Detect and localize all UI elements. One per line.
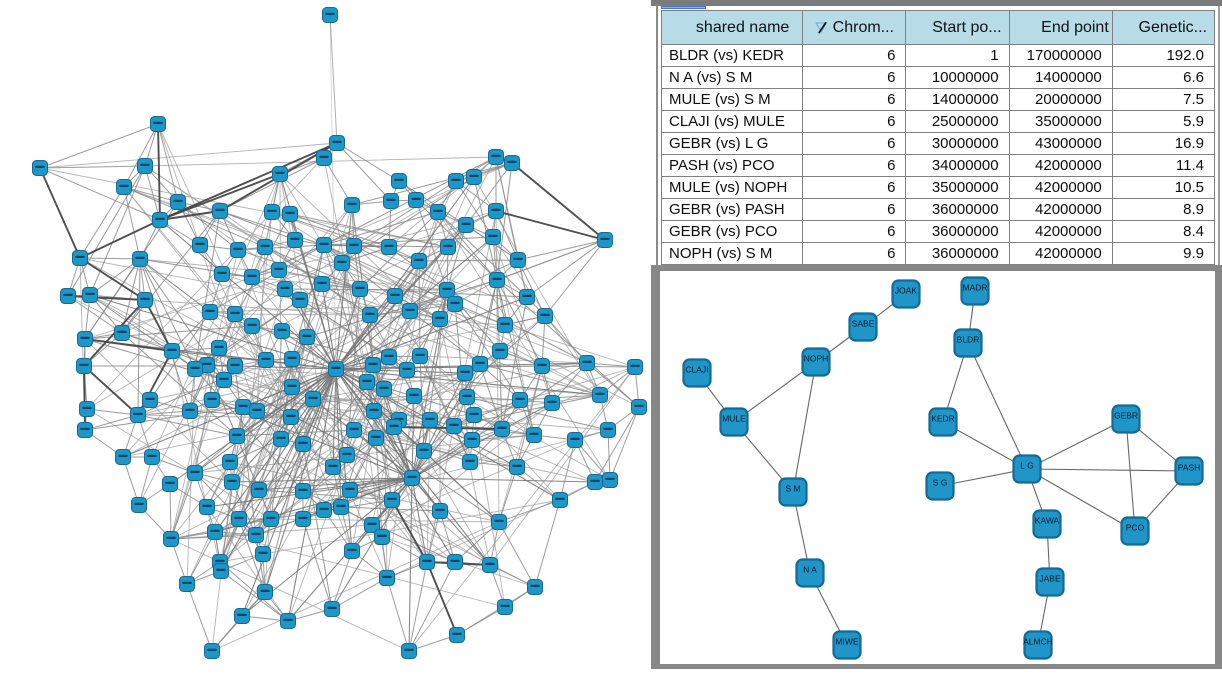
svg-text:L G: L G — [1020, 461, 1033, 471]
svg-text:N A: N A — [803, 565, 817, 575]
svg-text:KAWA: KAWA — [1035, 516, 1060, 526]
svg-text:PCO: PCO — [1126, 523, 1145, 533]
svg-text:SABE: SABE — [852, 319, 875, 329]
svg-text:KEDR: KEDR — [931, 414, 955, 424]
svg-text:NOPH: NOPH — [804, 354, 829, 364]
svg-text:MULE: MULE — [722, 414, 746, 424]
svg-text:GEBR: GEBR — [1114, 411, 1138, 421]
svg-text:BLDR: BLDR — [957, 335, 980, 345]
svg-text:MIWE: MIWE — [835, 637, 858, 647]
svg-text:JOAK: JOAK — [895, 286, 918, 296]
svg-text:S G: S G — [933, 478, 948, 488]
svg-text:JABE: JABE — [1039, 574, 1061, 584]
svg-text:MADR: MADR — [962, 283, 987, 293]
svg-text:ALMCH: ALMCH — [1023, 637, 1053, 647]
svg-text:CLAJI: CLAJI — [685, 365, 708, 375]
svg-text:S M: S M — [785, 484, 800, 494]
svg-text:PASH: PASH — [1178, 463, 1201, 473]
